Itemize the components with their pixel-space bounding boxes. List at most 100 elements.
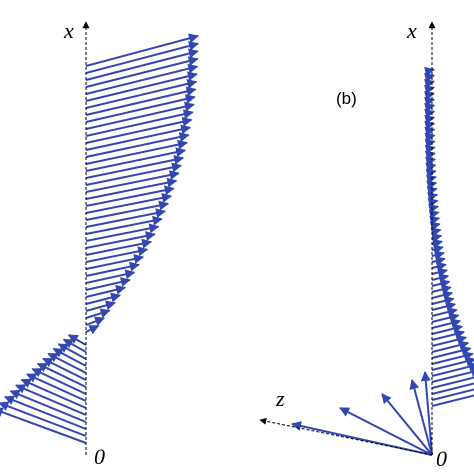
arrow [425, 174, 437, 185]
arrow [85, 324, 100, 335]
arrow [431, 345, 472, 359]
arrow [52, 347, 87, 367]
arrow [431, 273, 450, 283]
arrow [85, 86, 197, 116]
arrow [425, 168, 437, 179]
arrow [431, 295, 455, 306]
arrow [426, 180, 438, 190]
arrow [431, 394, 474, 407]
arrow-field [0, 33, 474, 456]
origin-label: 0 [94, 444, 105, 469]
axis-label: x [406, 18, 417, 43]
arrow [429, 221, 441, 232]
arrow [431, 356, 474, 371]
arrow [20, 378, 87, 409]
axis-label: x [63, 18, 74, 43]
arrow [429, 215, 441, 226]
arrow [85, 101, 195, 130]
arrow [424, 108, 436, 119]
arrow [85, 147, 187, 172]
z-axis [259, 417, 433, 456]
arrow [425, 162, 437, 173]
arrow [85, 94, 196, 123]
arrow [85, 170, 180, 193]
arrow [31, 367, 87, 395]
arrow [85, 269, 136, 284]
arrow [431, 238, 444, 249]
panel-label: (b) [336, 89, 357, 108]
arrow [26, 373, 87, 402]
arrow [62, 338, 87, 353]
arrow [428, 203, 439, 214]
arrow [85, 63, 199, 95]
arrow [85, 208, 167, 228]
arrow [431, 278, 451, 289]
arrow [85, 33, 199, 67]
arrow [431, 372, 474, 389]
arrow [291, 421, 433, 456]
arrow [85, 139, 188, 165]
arrow [67, 334, 87, 346]
arrow [431, 290, 454, 301]
arrow [85, 185, 175, 207]
arrow [431, 318, 462, 329]
arrow [85, 238, 153, 256]
arrow [431, 244, 444, 255]
arrow [431, 388, 474, 401]
arrow [85, 261, 140, 277]
arrow [431, 256, 446, 266]
arrow [427, 197, 439, 208]
arrow [85, 132, 190, 158]
arrow [431, 351, 474, 365]
arrow [431, 312, 460, 323]
arrow [430, 227, 442, 237]
arrow [85, 116, 193, 144]
arrow [431, 329, 466, 341]
arrow [424, 72, 435, 83]
arrow [431, 261, 447, 272]
arrow [431, 284, 452, 295]
arrow [85, 48, 199, 81]
arrow [431, 233, 443, 243]
origin-label: 0 [436, 446, 447, 471]
arrow [431, 323, 464, 335]
arrow [424, 138, 436, 149]
arrow [85, 154, 185, 179]
arrow [425, 156, 437, 167]
arrow [431, 301, 457, 312]
arrow [428, 209, 440, 220]
arrow [85, 200, 170, 221]
arrow [424, 132, 436, 143]
arrow [85, 292, 122, 305]
arrow [424, 78, 435, 89]
arrow [85, 109, 194, 137]
arrow [85, 223, 160, 242]
arrow [15, 384, 87, 416]
arrow [431, 382, 474, 395]
arrow [36, 362, 87, 388]
arrow [85, 177, 178, 200]
arrow [85, 254, 145, 270]
z-axis-label: z [275, 386, 285, 411]
arrow [85, 56, 199, 88]
arrow [431, 334, 468, 347]
arrow [339, 407, 433, 456]
arrow [85, 41, 199, 74]
arrow [85, 124, 192, 151]
arrow [85, 308, 111, 319]
arrow [409, 379, 433, 456]
arrow [85, 284, 127, 298]
arrow [85, 277, 131, 291]
arrow [381, 393, 433, 456]
arrow [431, 250, 445, 261]
arrow [85, 162, 183, 186]
arrow [431, 307, 458, 317]
arrow [85, 231, 156, 249]
arrow [47, 352, 87, 374]
arrow [431, 267, 448, 278]
arrow [431, 361, 474, 377]
arrow [427, 192, 439, 202]
arrow [3, 395, 87, 430]
arrow [431, 340, 470, 353]
